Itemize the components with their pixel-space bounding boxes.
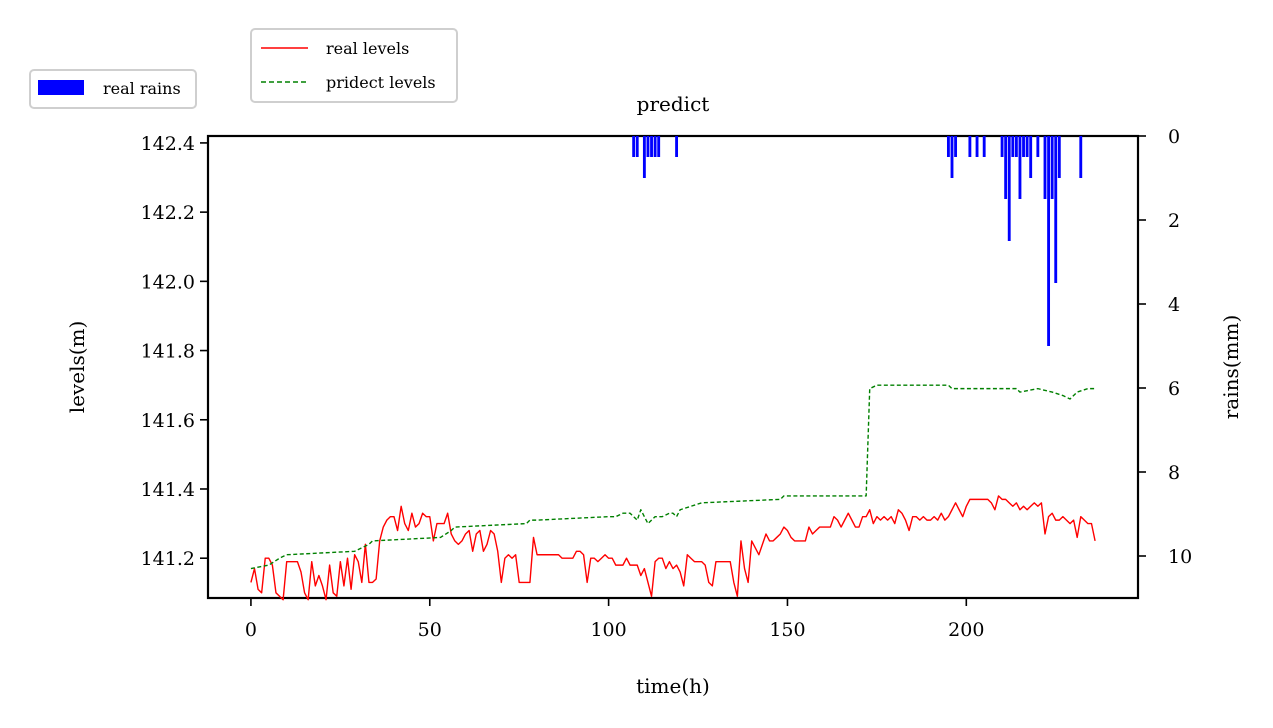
y2-tick-label: 4 — [1168, 294, 1180, 316]
x-axis-title: time(h) — [636, 674, 710, 698]
rain-bar — [954, 136, 958, 157]
y2-tick-label: 6 — [1168, 378, 1180, 400]
rain-bar — [1004, 136, 1008, 199]
rain-bar — [635, 136, 639, 157]
legend-levels-frame — [250, 28, 458, 103]
rain-bar — [1057, 136, 1061, 178]
pridect-levels-line — [250, 384, 1096, 570]
y2-tick-label: 10 — [1168, 546, 1192, 568]
rain-bar — [1036, 136, 1040, 157]
rain-bar — [982, 136, 986, 157]
rain-bar — [975, 136, 979, 157]
rain-bar — [1022, 136, 1025, 157]
y-tick-label: 142.2 — [141, 202, 195, 224]
rain-bar — [1079, 136, 1083, 178]
rain-bar — [1014, 136, 1018, 157]
rain-bars — [632, 136, 1083, 346]
x-tick-label: 100 — [590, 619, 626, 641]
y-tick-label: 141.8 — [141, 341, 195, 363]
rain-bar — [646, 136, 650, 157]
rain-bar — [1011, 136, 1015, 157]
legend-rains-swatch — [38, 80, 84, 95]
rain-bar — [632, 136, 636, 157]
y-tick-label: 141.4 — [141, 479, 195, 501]
legend-real-levels-label: real levels — [326, 39, 409, 58]
rain-bar — [1029, 136, 1033, 178]
legend-rains-frame — [29, 69, 197, 109]
y-tick-label: 142.0 — [141, 271, 195, 293]
y2-tick-label: 0 — [1168, 126, 1180, 148]
x-tick-label: 150 — [769, 619, 805, 641]
y-tick-label: 142.4 — [141, 133, 195, 155]
x-axis-ticks: 0 50 100 150 200 — [245, 598, 984, 641]
legend-rains: real rains — [29, 69, 197, 109]
y2-axis-ticks: 0 2 4 6 8 10 — [1138, 126, 1192, 568]
rain-bar — [950, 136, 954, 178]
rain-bar — [946, 136, 950, 157]
rain-bar — [1000, 136, 1004, 157]
rain-bar — [650, 136, 653, 157]
legend-pridect-levels-label: pridect levels — [326, 73, 436, 92]
x-tick-label: 0 — [245, 619, 257, 641]
real-levels-line — [250, 495, 1096, 601]
plot-frame — [206, 134, 1140, 600]
rain-bar — [642, 136, 646, 178]
y-axis-title: levels(m) — [65, 321, 89, 414]
y2-tick-label: 2 — [1168, 210, 1180, 232]
y2-tick-label: 8 — [1168, 462, 1180, 484]
y-tick-label: 141.2 — [141, 548, 195, 570]
y2-axis-title: rains(mm) — [1219, 315, 1243, 420]
x-tick-label: 200 — [948, 619, 984, 641]
rain-bar — [1007, 136, 1011, 241]
rain-bar — [1050, 136, 1054, 199]
rain-bar — [1043, 136, 1047, 199]
line-layer — [250, 384, 1096, 601]
x-tick-label: 50 — [418, 619, 442, 641]
chart-title: predict — [637, 92, 710, 116]
rain-bar — [653, 136, 657, 157]
legend-rains-label: real rains — [103, 79, 181, 98]
rain-bar — [1018, 136, 1022, 199]
rain-bar — [675, 136, 679, 157]
legend-levels: real levels pridect levels — [250, 28, 458, 103]
rain-bar — [657, 136, 661, 157]
y-axis-ticks: 141.2 141.4 141.6 141.8 142.0 142.2 142.4 — [141, 133, 208, 570]
rain-bar — [1047, 136, 1051, 346]
rain-bar — [968, 136, 972, 157]
rain-bar — [1025, 136, 1029, 157]
y-tick-label: 141.6 — [141, 410, 195, 432]
rain-bar — [1054, 136, 1058, 283]
